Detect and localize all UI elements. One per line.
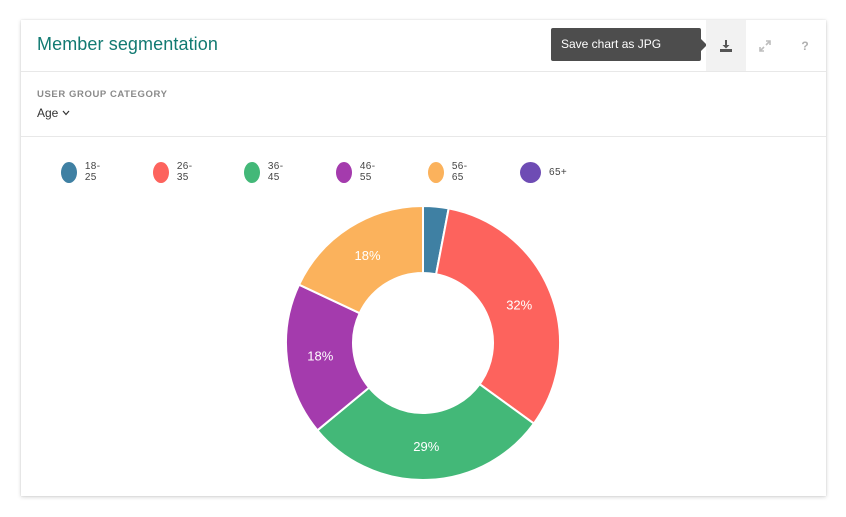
legend-label: 18-25 xyxy=(84,161,101,183)
card-header: Member segmentation Save chart as JPG ? xyxy=(21,20,826,72)
filter-section: USER GROUP CATEGORY Age xyxy=(21,72,826,137)
legend-swatch xyxy=(244,161,260,183)
card-title: Member segmentation xyxy=(37,34,218,54)
save-chart-tooltip: Save chart as JPG xyxy=(551,28,707,61)
legend-swatch xyxy=(520,161,541,183)
legend-label: 36-45 xyxy=(267,161,284,183)
chevron-down-icon xyxy=(62,110,70,116)
legend-item[interactable]: 18-25 xyxy=(61,161,106,183)
legend-swatch xyxy=(153,161,169,183)
legend-swatch xyxy=(428,161,444,183)
donut-slice-36-45[interactable] xyxy=(316,382,536,481)
legend-item[interactable]: 56-65 xyxy=(428,161,473,183)
legend-item[interactable]: 65+ xyxy=(520,161,567,183)
help-icon: ? xyxy=(801,38,809,53)
expand-icon xyxy=(759,39,771,52)
donut-slice-56-65[interactable] xyxy=(297,204,424,315)
slice-data-label: 18% xyxy=(307,348,333,363)
legend-item[interactable]: 26-35 xyxy=(153,161,198,183)
legend-label: 26-35 xyxy=(176,161,193,183)
legend-label: 56-65 xyxy=(451,161,468,183)
legend-label: 46-55 xyxy=(359,161,376,183)
legend-swatch xyxy=(61,161,77,183)
donut-slice-26-35[interactable] xyxy=(434,207,561,425)
download-button[interactable] xyxy=(706,20,746,71)
slice-data-label: 29% xyxy=(413,439,439,454)
legend-swatch xyxy=(336,161,352,183)
legend-item[interactable]: 36-45 xyxy=(244,161,289,183)
user-group-select-value: Age xyxy=(37,106,59,120)
legend-label: 65+ xyxy=(549,166,568,178)
download-icon xyxy=(720,39,732,52)
slice-data-label: 32% xyxy=(506,297,532,312)
filter-label: USER GROUP CATEGORY xyxy=(37,89,168,100)
slice-data-label: 18% xyxy=(355,248,381,263)
help-button[interactable]: ? xyxy=(785,20,825,71)
legend-item[interactable]: 46-55 xyxy=(336,161,381,183)
donut-chart: 32% 29% 18% 18% xyxy=(285,204,561,481)
user-group-select[interactable]: Age xyxy=(37,106,70,120)
expand-button[interactable] xyxy=(745,20,785,71)
chart-card: Member segmentation Save chart as JPG ? … xyxy=(21,20,826,496)
